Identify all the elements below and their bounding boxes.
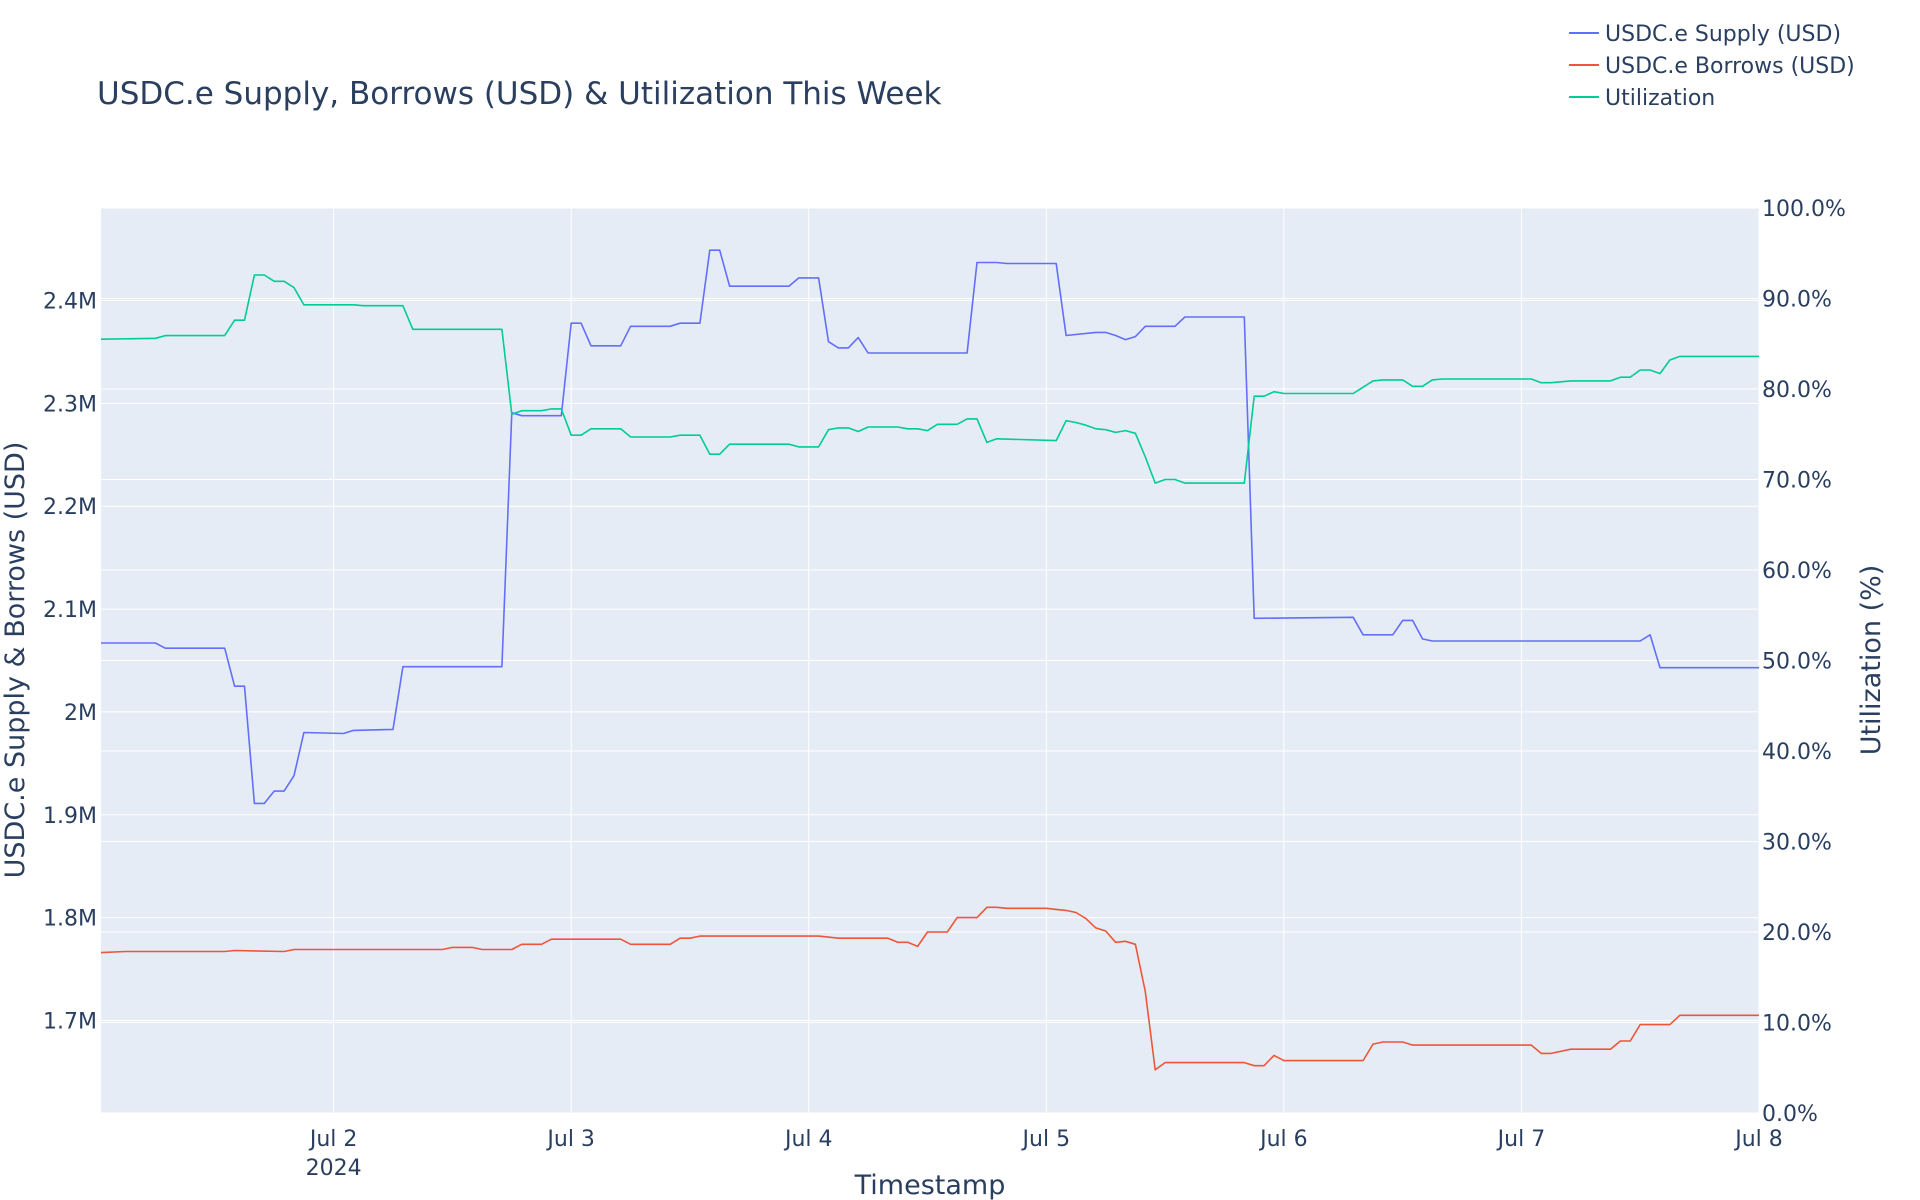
- legend-label: USDC.e Borrows (USD): [1605, 54, 1855, 79]
- y-tick-label: 1.9M: [43, 804, 97, 829]
- y2-tick-label: 40.0%: [1762, 740, 1832, 765]
- x-tick-label: Jul 5: [1021, 1127, 1071, 1152]
- y-tick-label: 1.8M: [43, 907, 97, 932]
- series-layer: [100, 249, 1759, 1071]
- legend-label: Utilization: [1605, 86, 1715, 111]
- y2-tick-label: 20.0%: [1762, 921, 1832, 946]
- grid: [101, 207, 1760, 1114]
- y2-tick-label: 50.0%: [1762, 650, 1832, 675]
- x-axis-title: Timestamp: [854, 1170, 1006, 1200]
- y-tick-label: 2.2M: [43, 495, 97, 520]
- x-tick-label: Jul 7: [1496, 1127, 1546, 1152]
- y-tick-label: 1.7M: [43, 1009, 97, 1034]
- y2-tick-label: 60.0%: [1762, 559, 1832, 584]
- x-tick-sublabel: 2024: [306, 1156, 362, 1181]
- y-tick-label: 2.3M: [43, 392, 97, 417]
- x-tick-label: Jul 6: [1258, 1127, 1308, 1152]
- y2-axis-title: Utilization (%): [1856, 565, 1887, 756]
- x-tick-label: Jul 3: [545, 1127, 595, 1152]
- x-tick-label: Jul 4: [783, 1127, 833, 1152]
- y-tick-label: 2.1M: [43, 598, 97, 623]
- chart-title: USDC.e Supply, Borrows (USD) & Utilizati…: [97, 76, 942, 112]
- series-line-3: [100, 274, 1759, 484]
- y-tick-label: 2M: [64, 701, 97, 726]
- y2-tick-label: 80.0%: [1762, 378, 1832, 403]
- legend-label: USDC.e Supply (USD): [1605, 22, 1841, 47]
- y2-tick-label: 10.0%: [1762, 1012, 1832, 1037]
- legend: USDC.e Supply (USD) USDC.e Borrows (USD) U…: [1569, 22, 1855, 111]
- axes: 1.7M 1.8M 1.9M 2M 2.1M 2.2M 2.3M 2.4M 0.0% 10.0% 2…: [43, 197, 1846, 1181]
- y-tick-label: 2.4M: [43, 290, 97, 315]
- series-line-1: [101, 249, 1759, 805]
- series-line-2: [100, 906, 1759, 1071]
- y-axis-title: USDC.e Supply & Borrows (USD): [0, 442, 31, 879]
- x-tick-label: Jul 2: [308, 1127, 358, 1152]
- y2-tick-label: 70.0%: [1762, 469, 1832, 494]
- y2-tick-label: 0.0%: [1762, 1102, 1818, 1127]
- x-tick-label: Jul 8: [1733, 1127, 1783, 1152]
- y2-tick-label: 30.0%: [1762, 831, 1832, 856]
- y2-tick-label: 90.0%: [1762, 288, 1832, 313]
- y2-tick-label: 100.0%: [1762, 197, 1846, 222]
